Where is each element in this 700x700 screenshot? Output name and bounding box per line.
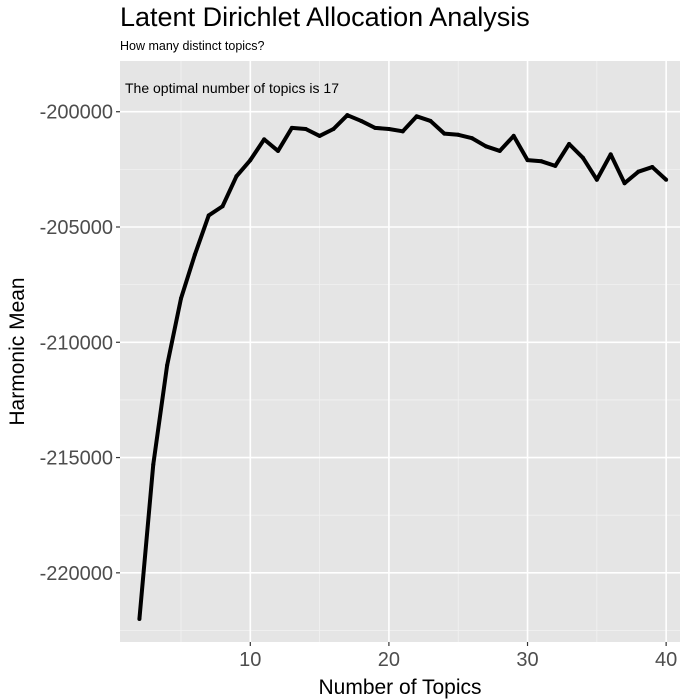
data-point [317,133,322,138]
chart-title: Latent Dirichlet Allocation Analysis [120,2,530,32]
data-point [580,155,585,160]
data-point [664,177,669,182]
data-point [414,114,419,119]
data-point [553,163,558,168]
data-point [497,148,502,153]
data-point [262,137,267,142]
data-point [400,129,405,134]
data-point [359,118,364,123]
data-point [373,125,378,130]
y-axis-title: Harmonic Mean [6,277,29,425]
data-point [178,296,183,301]
minor-gridlines [120,61,680,642]
data-point [483,144,488,149]
data-point [289,125,294,130]
data-point [525,158,530,163]
y-tick-label: -205000 [40,217,113,239]
data-point [636,169,641,174]
data-point [622,181,627,186]
x-axis-title: Number of Topics [318,676,481,699]
y-tick-label: -200000 [40,102,113,124]
data-point [303,127,308,132]
data-point [137,616,142,621]
data-point [220,204,225,209]
y-tick-label: -215000 [40,448,113,470]
optimal-topics-annotation: The optimal number of topics is 17 [125,80,339,96]
y-tick-label: -210000 [40,332,113,354]
x-tick-label: 40 [655,649,677,671]
data-point [345,113,350,118]
data-point [567,142,572,146]
data-point [192,252,197,257]
x-tick-label: 30 [516,649,538,671]
y-tick-label: -220000 [40,563,113,585]
data-point [248,158,253,163]
x-tick-label: 10 [239,649,261,671]
data-point [511,133,516,138]
data-point [165,363,170,368]
data-layer [137,113,669,621]
data-point [151,462,156,467]
data-point [456,132,461,137]
data-point [594,177,599,182]
axes: 10 20 30 40 -220000 -215000 -210000 -205000 -200… [40,102,678,671]
data-point [331,127,336,132]
data-point [386,127,391,132]
data-point [470,136,475,141]
data-point [442,131,447,136]
data-point [206,213,211,218]
data-point [608,152,613,157]
x-tick-label: 20 [378,649,400,671]
data-point [650,165,655,170]
data-point [276,148,281,153]
data-point [428,118,433,123]
data-point [234,174,239,179]
chart-subtitle: How many distinct topics? [120,39,265,53]
plot-panel [120,61,680,642]
data-point [539,159,544,164]
